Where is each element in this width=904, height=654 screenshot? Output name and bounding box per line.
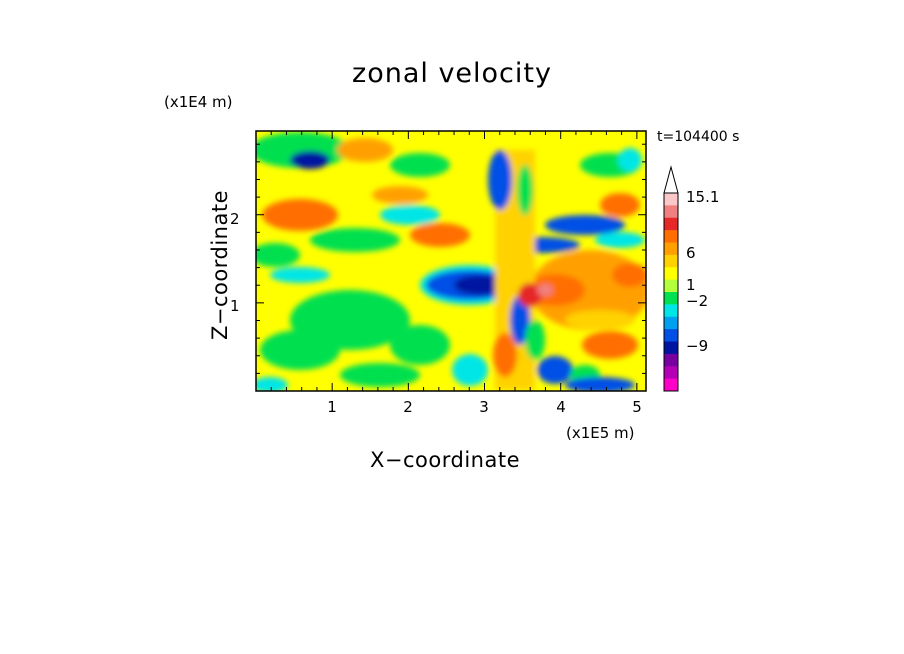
field-region	[582, 331, 638, 359]
colorbar-swatch	[664, 378, 678, 392]
colorbar-swatch	[664, 329, 678, 342]
field-region	[340, 363, 420, 387]
colorbar-swatch	[664, 242, 678, 256]
colorbar-swatch	[664, 279, 678, 293]
field-region	[510, 295, 530, 345]
x-axis-unit: (x1E5 m)	[566, 424, 635, 442]
colorbar-swatch	[664, 230, 678, 243]
field-region	[310, 228, 400, 252]
colorbar-label: −9	[686, 337, 709, 355]
field-region	[380, 205, 440, 225]
colorbar-swatch	[664, 316, 678, 330]
field-region	[612, 263, 646, 287]
colorbar	[663, 165, 679, 392]
field-region	[517, 165, 533, 215]
colorbar-swatch	[664, 353, 678, 367]
velocity-field	[256, 131, 646, 391]
field-region	[565, 310, 635, 330]
colorbar-swatch	[664, 193, 678, 206]
colorbar-swatch	[664, 341, 678, 355]
plot-frame	[255, 130, 647, 392]
colorbar-swatch	[664, 366, 678, 380]
field-region	[372, 186, 428, 204]
field-region	[390, 325, 450, 365]
field-region	[337, 138, 393, 162]
field-region	[390, 153, 450, 177]
field-region	[565, 377, 635, 391]
field-region	[290, 151, 330, 169]
x-tick-label: 1	[327, 398, 337, 416]
colorbar-label: −2	[686, 292, 709, 310]
field-region	[518, 283, 542, 307]
field-region	[537, 284, 553, 296]
x-tick-label: 2	[403, 398, 413, 416]
y-axis-unit: (x1E4 m)	[164, 93, 233, 111]
x-axis-label: X−coordinate	[370, 448, 520, 472]
field-region	[488, 150, 512, 210]
field-region	[525, 320, 545, 360]
colorbar-swatch	[664, 304, 678, 318]
colorbar-swatch	[664, 267, 678, 281]
field-region	[452, 354, 488, 386]
x-tick-label: 5	[632, 398, 642, 416]
field-region	[493, 333, 517, 377]
field-region	[595, 232, 645, 248]
field-region	[618, 148, 642, 172]
field-region	[260, 330, 340, 370]
colorbar-swatch	[664, 254, 678, 268]
colorbar-swatch	[664, 217, 678, 231]
field-region	[270, 267, 330, 283]
time-label: t=104400 s	[657, 129, 740, 145]
colorbar-frame	[663, 192, 679, 392]
x-tick-label: 4	[556, 398, 566, 416]
field-region	[454, 275, 506, 295]
colorbar-swatch	[664, 292, 678, 305]
field-region	[410, 223, 470, 247]
colorbar-label: 15.1	[686, 188, 720, 206]
y-tick-label: 2	[230, 210, 240, 228]
colorbar-label: 6	[686, 244, 696, 262]
colorbar-extend-arrow	[663, 165, 679, 194]
x-tick-label: 3	[479, 398, 489, 416]
colorbar-label: 1	[686, 276, 696, 294]
field-region	[545, 215, 625, 235]
field-region	[256, 377, 288, 391]
field-region	[256, 243, 300, 267]
field-region	[600, 193, 640, 217]
chart-title: zonal velocity	[352, 58, 552, 89]
y-tick-label: 1	[230, 297, 240, 315]
field-region	[537, 356, 573, 384]
colorbar-swatch	[664, 205, 678, 219]
axis-ticks	[256, 131, 646, 391]
field-region	[262, 199, 338, 231]
